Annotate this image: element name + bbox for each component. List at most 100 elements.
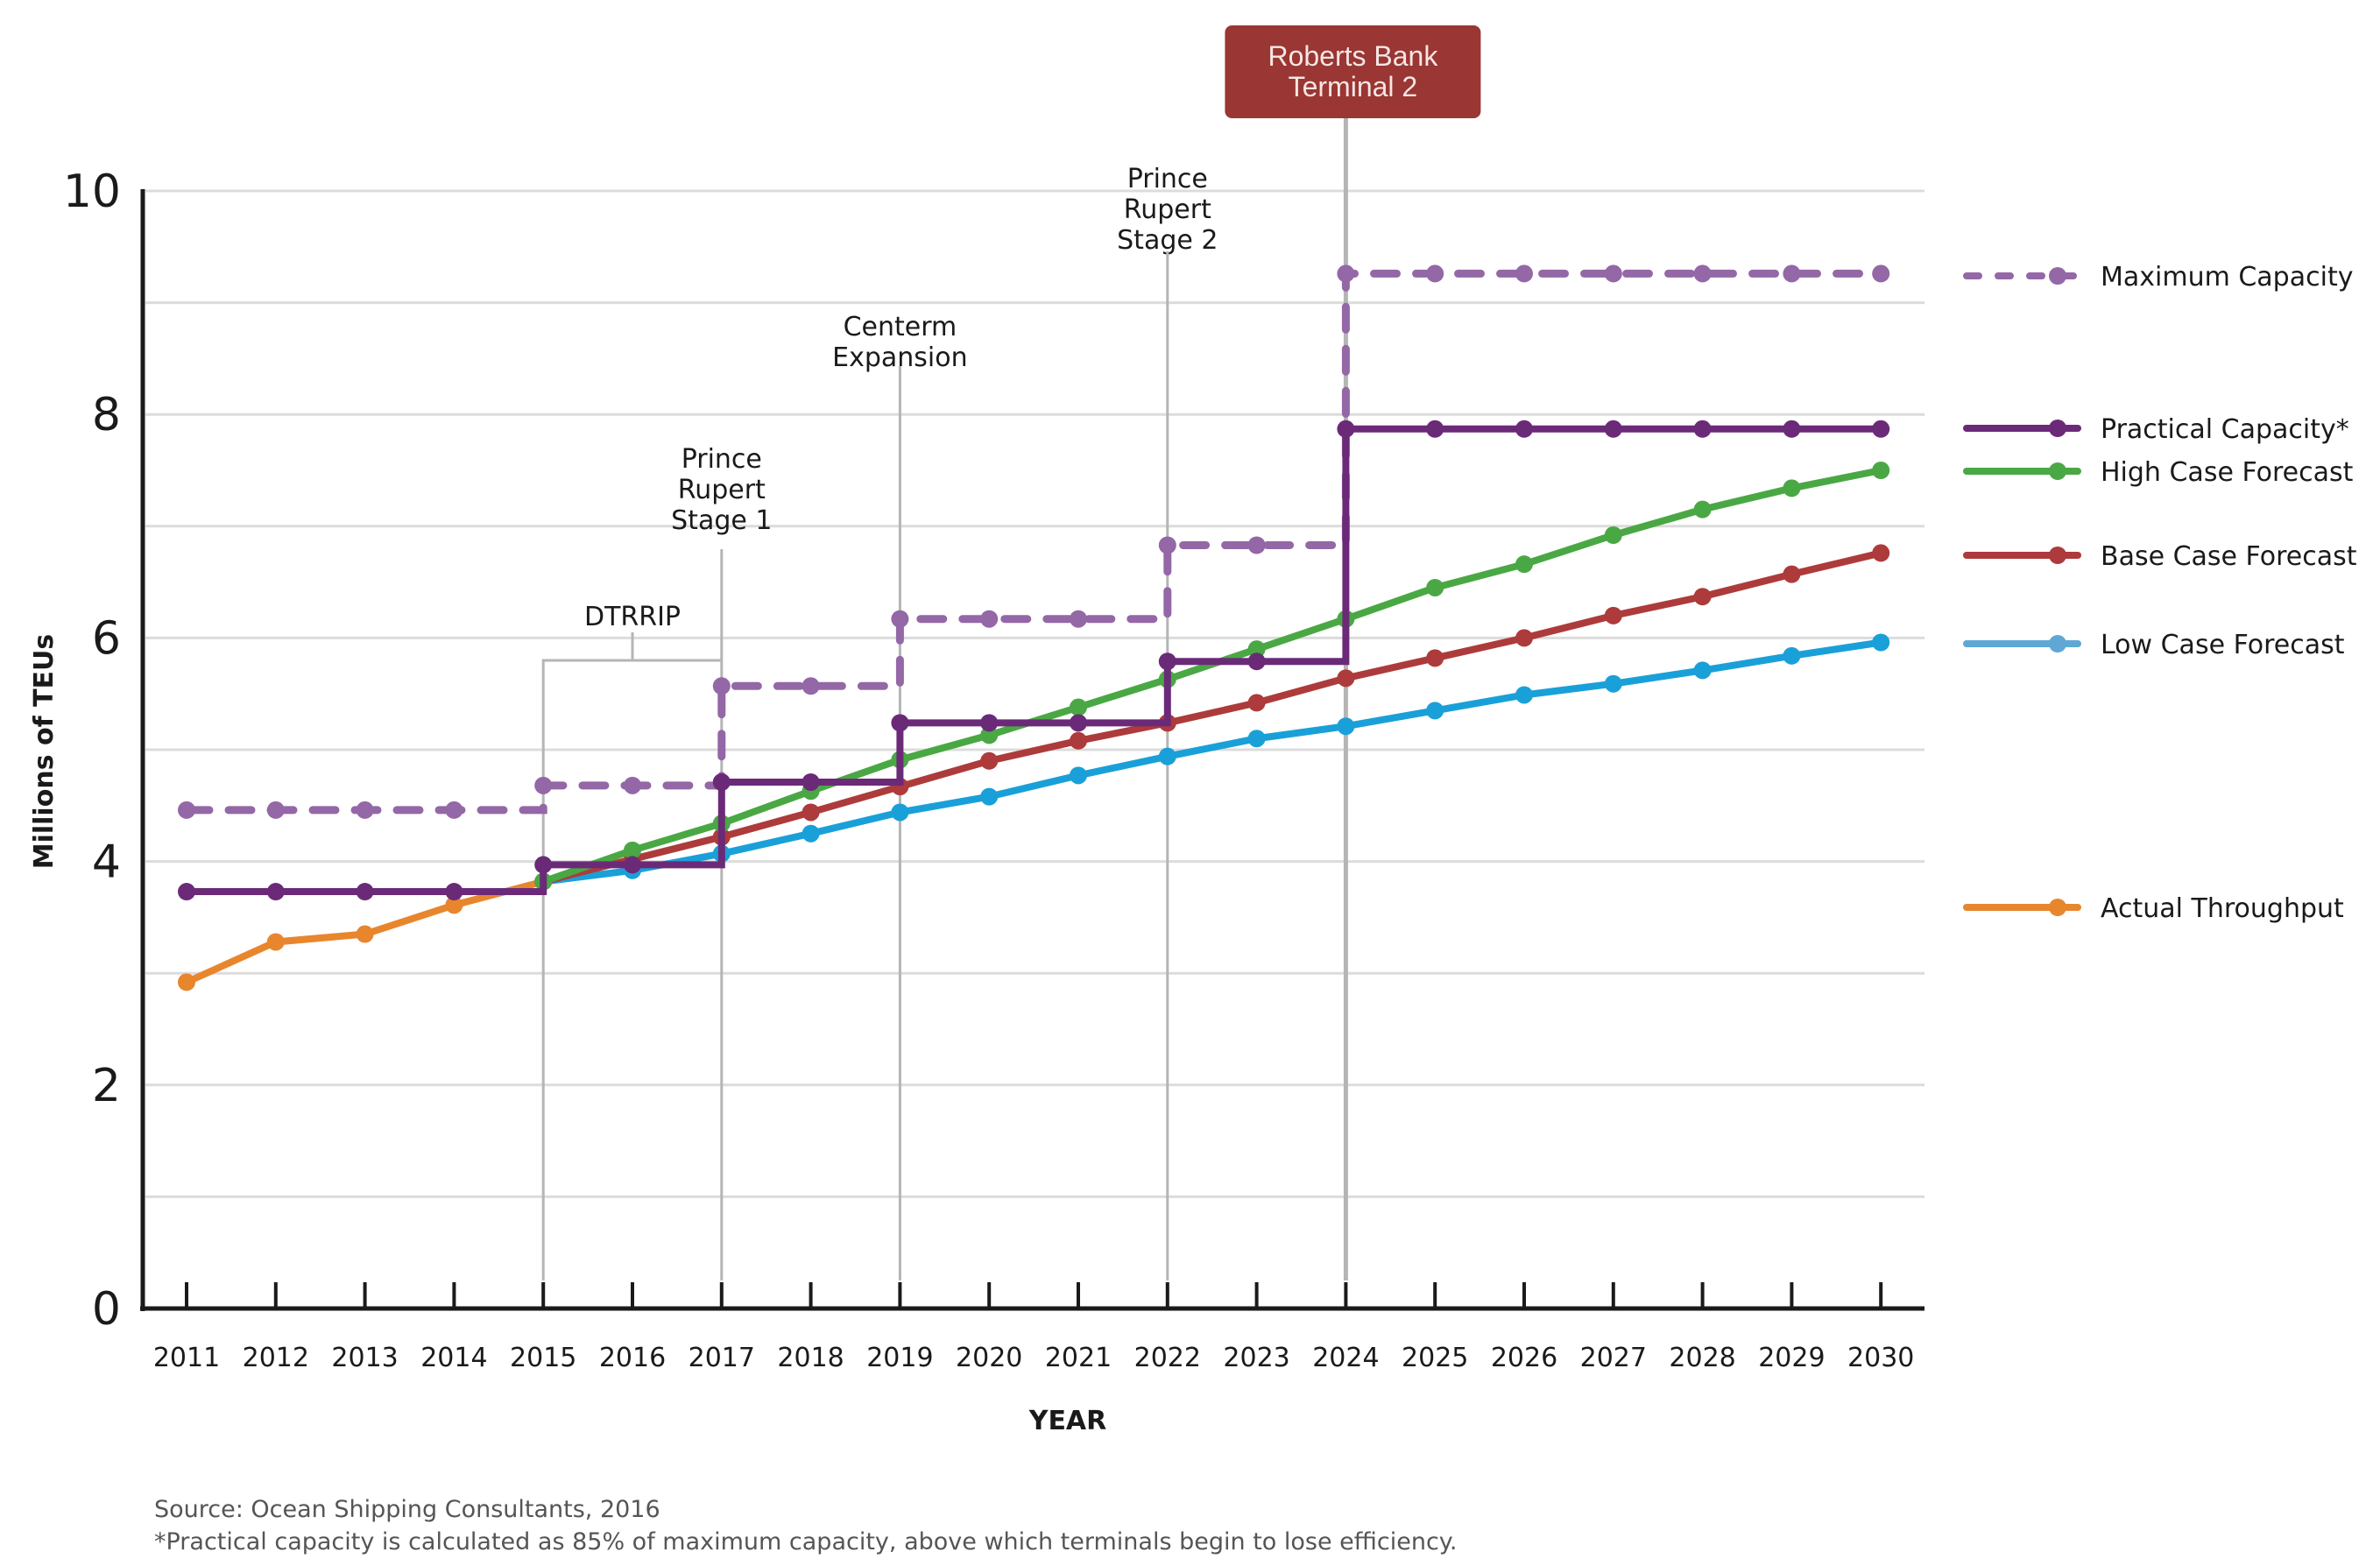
data-point-high (1515, 555, 1533, 574)
gridlines (145, 189, 1924, 1198)
data-point-max (1872, 265, 1890, 283)
data-point-high (1070, 698, 1087, 716)
rbt2-label-line: Roberts Bank (1268, 40, 1438, 72)
legend-label: Maximum Capacity (2101, 262, 2353, 293)
data-point-high (1426, 578, 1444, 596)
pr1-label-line: Prince (682, 444, 762, 475)
data-point-actual (178, 973, 195, 991)
legend-label: Low Case Forecast (2101, 630, 2345, 660)
x-tick-label: 2016 (599, 1343, 666, 1373)
data-point-low (1693, 661, 1712, 680)
data-point-max (1783, 265, 1801, 283)
data-point-max (1604, 265, 1622, 283)
data-point-low (1515, 686, 1533, 704)
data-point-max (356, 801, 374, 819)
y-tick-label: 4 (92, 836, 121, 889)
legend-item-high: High Case Forecast (1963, 457, 2354, 488)
legend: Maximum Capacity Practical Capacity* High … (1963, 262, 2357, 924)
x-axis-title: YEAR (1028, 1406, 1107, 1436)
data-point-max (1515, 265, 1533, 283)
legend-label: Actual Throughput (2101, 893, 2344, 924)
data-point-low (1783, 646, 1801, 665)
data-point-high (1604, 526, 1622, 545)
legend-swatch-marker (2049, 267, 2066, 285)
legend-swatch-marker (2049, 420, 2066, 437)
data-point-practical (891, 714, 909, 732)
x-tick-label: 2015 (510, 1343, 576, 1373)
data-point-max (980, 610, 999, 628)
pr2-label-line: Rupert (1124, 194, 1211, 225)
data-point-max (712, 677, 731, 695)
legend-swatch-marker (2049, 635, 2066, 652)
data-point-max (445, 801, 463, 819)
legend-swatch-marker (2049, 547, 2066, 564)
data-point-actual (266, 933, 285, 951)
data-point-max (1426, 265, 1444, 283)
data-point-base (1515, 629, 1533, 647)
data-point-max (802, 677, 820, 695)
data-point-max (1070, 610, 1087, 628)
y-tick-label: 2 (92, 1060, 121, 1112)
pr2-label-line: Stage 2 (1117, 225, 1218, 256)
series-line-practical (187, 425, 1882, 896)
x-tick-label: 2014 (420, 1343, 487, 1373)
data-point-low (1337, 717, 1355, 736)
legend-swatch-marker (2049, 462, 2066, 480)
legend-label: Base Case Forecast (2101, 541, 2357, 572)
data-point-base (1337, 669, 1355, 688)
pr1-label-line: Rupert (678, 475, 766, 505)
data-point-max (891, 610, 909, 628)
data-point-low (891, 803, 909, 822)
x-tick-label: 2020 (956, 1343, 1022, 1373)
pr1-label-line: Stage 1 (671, 505, 772, 536)
data-point-base (1247, 694, 1266, 712)
data-point-practical (712, 773, 731, 792)
data-point-max (1158, 536, 1176, 554)
data-point-practical (980, 714, 999, 732)
legend-item-actual: Actual Throughput (1963, 893, 2344, 924)
x-tick-label: 2029 (1758, 1343, 1825, 1373)
y-axis-title: Millions of TEUs (29, 634, 60, 870)
rbt2-label-box (1225, 25, 1481, 118)
axes: 0 2 4 6 8 10 2011 2012 2013 2014 2015 2016 2017 2018 2… (63, 166, 1924, 1373)
legend-label: Practical Capacity* (2101, 414, 2349, 445)
series-line-max (182, 269, 1885, 815)
data-point-practical (266, 883, 285, 901)
data-point-max (1693, 265, 1712, 283)
data-point-max (178, 801, 195, 819)
data-point-max (1247, 536, 1266, 554)
y-tick-label: 6 (92, 612, 121, 665)
data-point-low (1158, 747, 1176, 765)
x-tick-label: 2021 (1045, 1343, 1112, 1373)
data-point-max (624, 776, 641, 794)
practical-capacity-footnote: *Practical capacity is calculated as 85%… (154, 1528, 1458, 1555)
data-point-high (624, 841, 641, 859)
series-layer (178, 265, 1890, 991)
data-point-max (1337, 265, 1355, 283)
series-max (178, 265, 1890, 819)
data-point-practical (1693, 420, 1712, 438)
x-tick-label: 2013 (331, 1343, 398, 1373)
data-point-practical (802, 773, 820, 792)
data-point-actual (445, 896, 463, 914)
rbt2-label-line: Terminal 2 (1289, 71, 1418, 102)
dtrrip-label: DTRRIP (584, 602, 681, 632)
data-point-practical (1337, 420, 1355, 438)
data-point-practical (1872, 420, 1890, 438)
series-line-base (542, 549, 1882, 885)
data-point-base (1693, 588, 1712, 606)
data-point-base (1426, 649, 1444, 667)
legend-item-low: Low Case Forecast (1963, 630, 2345, 660)
data-point-base (802, 803, 820, 822)
legend-item-base: Base Case Forecast (1963, 541, 2357, 572)
pr2-label-line: Prince (1127, 164, 1208, 194)
data-point-actual (356, 925, 374, 943)
data-point-high (1783, 479, 1801, 497)
data-point-base (980, 751, 999, 770)
data-point-base (1070, 731, 1087, 750)
x-tick-label: 2028 (1669, 1343, 1735, 1373)
